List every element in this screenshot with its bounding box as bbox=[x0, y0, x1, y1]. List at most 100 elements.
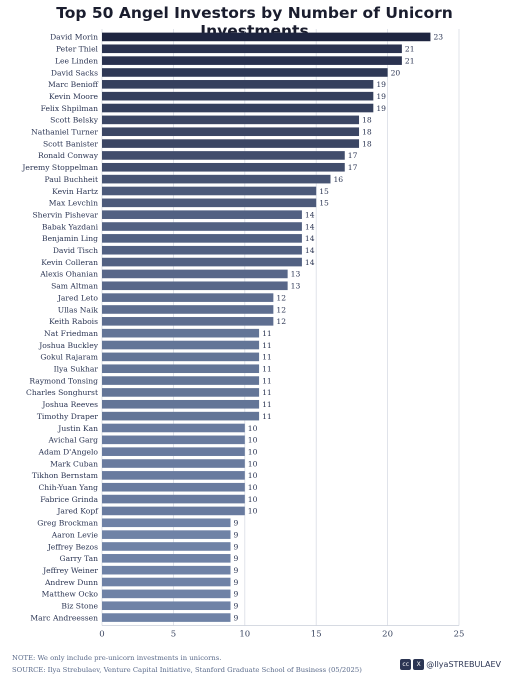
bar bbox=[102, 32, 431, 42]
cc-icon: cc bbox=[400, 659, 412, 670]
bar bbox=[102, 162, 345, 172]
value-label: 18 bbox=[362, 116, 372, 125]
category-label: Peter Thiel bbox=[56, 45, 99, 54]
bar bbox=[102, 506, 245, 516]
chart-source: SOURCE: Ilya Strebulaev, Venture Capital… bbox=[12, 666, 362, 674]
value-label: 17 bbox=[348, 151, 358, 160]
value-label: 9 bbox=[234, 613, 239, 622]
category-label: Raymond Tonsing bbox=[29, 376, 98, 385]
category-label: Jared Kopf bbox=[56, 507, 99, 516]
value-label: 10 bbox=[248, 436, 258, 445]
value-label: 10 bbox=[248, 483, 258, 492]
category-label: Gokul Rajaram bbox=[40, 353, 98, 362]
bar bbox=[102, 115, 360, 125]
value-label: 9 bbox=[234, 566, 239, 575]
bar bbox=[102, 459, 245, 468]
bar-chart: 0 5 10 15 20 25 David Morin 23 Peter Thiel 21 Lee … bbox=[21, 29, 464, 640]
category-label: Charles Songhurst bbox=[26, 388, 98, 397]
category-label: Scott Banister bbox=[43, 139, 98, 148]
bar bbox=[102, 388, 260, 397]
bar bbox=[102, 447, 245, 456]
bar bbox=[102, 613, 231, 622]
value-label: 15 bbox=[319, 199, 329, 208]
bar bbox=[102, 139, 360, 148]
value-label: 10 bbox=[248, 424, 258, 433]
value-label: 11 bbox=[262, 353, 272, 362]
bar bbox=[102, 317, 274, 326]
value-label: 19 bbox=[376, 104, 386, 113]
value-label: 19 bbox=[376, 80, 386, 89]
bar bbox=[102, 293, 274, 302]
category-label: Max Levchin bbox=[49, 199, 98, 208]
category-label: Adam D'Angelo bbox=[38, 447, 99, 456]
category-label: Babak Yazdani bbox=[42, 222, 99, 231]
category-label: Benjamin Ling bbox=[42, 234, 98, 243]
bar bbox=[102, 352, 260, 362]
bar bbox=[102, 376, 260, 385]
author-credit: cc X @IlyaSTREBULAEV bbox=[400, 659, 501, 670]
value-label: 16 bbox=[333, 175, 343, 184]
bar bbox=[102, 68, 388, 77]
bar bbox=[102, 423, 245, 433]
category-label: David Tisch bbox=[53, 246, 98, 255]
value-label: 9 bbox=[234, 519, 239, 528]
bar bbox=[102, 151, 345, 160]
bar bbox=[102, 542, 231, 551]
bar bbox=[102, 44, 402, 54]
bar bbox=[102, 471, 245, 480]
bar bbox=[102, 411, 260, 421]
category-label: Jeremy Stoppelman bbox=[21, 163, 98, 172]
value-label: 11 bbox=[262, 412, 272, 421]
value-label: 9 bbox=[234, 554, 239, 563]
category-label: Lee Linden bbox=[55, 56, 98, 65]
bar bbox=[102, 269, 288, 279]
x-tick-label: 10 bbox=[239, 630, 250, 640]
category-label: Mark Cuban bbox=[50, 459, 98, 468]
bar bbox=[102, 257, 302, 267]
category-label: Garry Tan bbox=[60, 554, 99, 563]
category-label: Timothy Draper bbox=[37, 412, 99, 421]
value-label: 10 bbox=[248, 471, 258, 480]
bar bbox=[102, 56, 402, 65]
bar bbox=[102, 174, 331, 184]
value-label: 14 bbox=[305, 222, 315, 231]
bar bbox=[102, 399, 260, 409]
value-label: 14 bbox=[305, 210, 315, 219]
value-label: 9 bbox=[234, 602, 239, 611]
bar bbox=[102, 530, 231, 539]
bar bbox=[102, 305, 274, 314]
value-label: 9 bbox=[234, 542, 239, 551]
category-label: Paul Buchheit bbox=[44, 175, 98, 184]
value-label: 11 bbox=[262, 400, 272, 409]
value-label: 18 bbox=[362, 139, 372, 148]
bar bbox=[102, 482, 245, 492]
value-label: 13 bbox=[291, 282, 301, 291]
category-label: Ronald Conway bbox=[38, 151, 99, 160]
value-label: 21 bbox=[405, 56, 415, 65]
value-label: 18 bbox=[362, 128, 372, 137]
bar bbox=[102, 565, 231, 575]
category-label: Ullas Naik bbox=[58, 305, 99, 314]
bar bbox=[102, 435, 245, 445]
category-label: Tikhon Bernstam bbox=[32, 471, 98, 480]
chart-note: NOTE: We only include pre-unicorn invest… bbox=[12, 654, 222, 662]
category-label: Fabrice Grinda bbox=[40, 495, 98, 504]
category-label: Greg Brockman bbox=[37, 519, 98, 528]
bar bbox=[102, 328, 260, 338]
bar bbox=[102, 340, 260, 350]
value-label: 12 bbox=[276, 317, 286, 326]
bar bbox=[102, 222, 302, 231]
category-label: Shervin Pishevar bbox=[32, 210, 98, 219]
value-label: 10 bbox=[248, 495, 258, 504]
bar bbox=[102, 281, 288, 291]
category-label: Kevin Moore bbox=[49, 92, 99, 101]
bar bbox=[102, 245, 302, 255]
category-label: Nat Friedman bbox=[44, 329, 98, 338]
x-tick-label: 5 bbox=[171, 630, 176, 640]
category-label: Matthew Ocko bbox=[42, 590, 99, 599]
value-label: 19 bbox=[376, 92, 386, 101]
category-label: Alexis Ohanian bbox=[39, 270, 98, 279]
category-label: David Sacks bbox=[51, 68, 98, 77]
category-label: Joshua Buckley bbox=[38, 341, 98, 350]
value-label: 9 bbox=[234, 590, 239, 599]
